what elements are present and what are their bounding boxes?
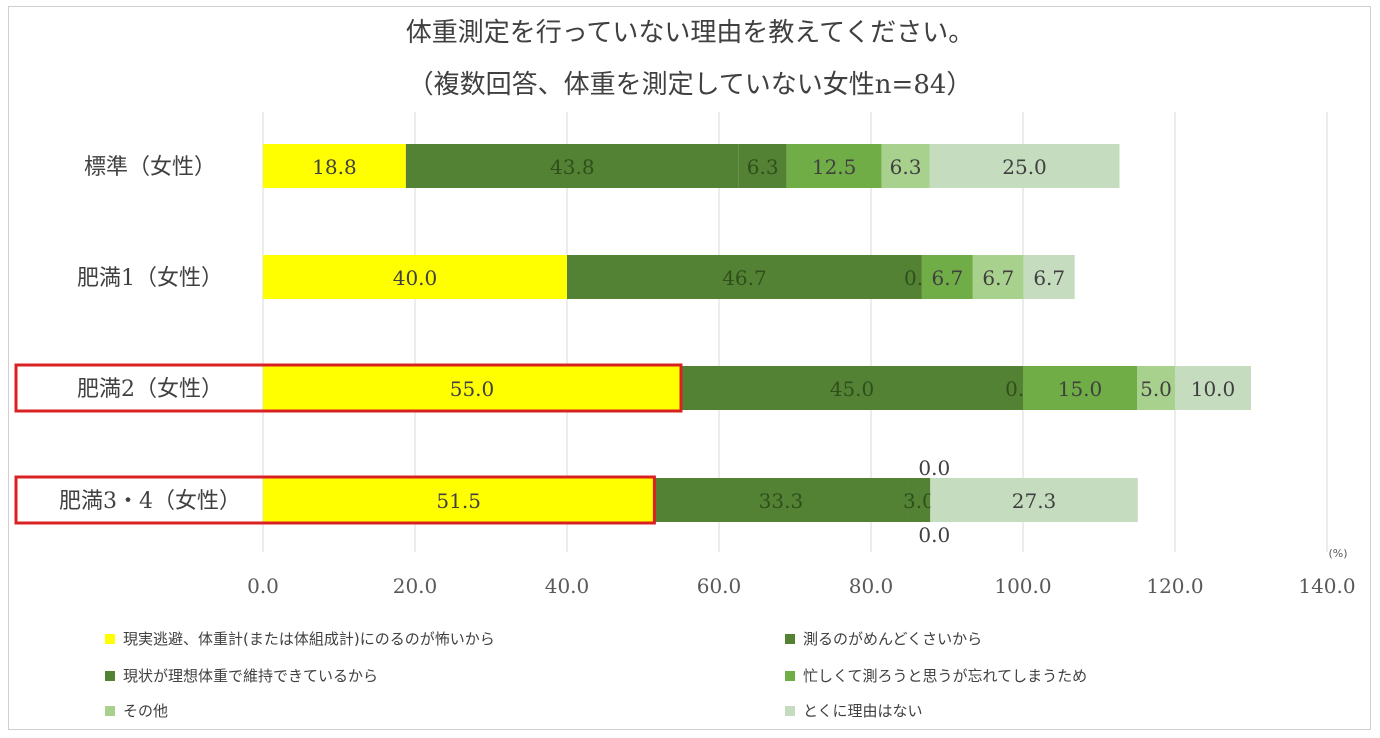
legend-item: 現実逃避、体重計(または体組成計)にのるのが怖いから	[105, 628, 495, 649]
category-label: 肥満1（女性）	[77, 266, 223, 291]
data-label: 45.0	[830, 377, 875, 401]
data-label: 6.7	[1033, 266, 1065, 290]
data-label: 6.3	[890, 155, 922, 179]
data-label: 55.0	[450, 377, 495, 401]
data-label: 0.0	[918, 456, 950, 480]
category-label: 標準（女性）	[84, 155, 216, 180]
category-label: 肥満3・4（女性）	[59, 489, 241, 514]
bar-segment	[972, 255, 1024, 299]
x-tick-label: 100.0	[994, 574, 1051, 598]
bar-segment	[405, 144, 739, 188]
legend-label: 測るのがめんどくさいから	[803, 630, 983, 648]
chart-subtitle: （複数回答、体重を測定していない女性n=84）	[407, 70, 973, 100]
data-label: 6.7	[931, 266, 963, 290]
x-tick-label: 80.0	[849, 574, 894, 598]
x-tick-label: 60.0	[697, 574, 742, 598]
bar-segment	[263, 366, 681, 410]
bar-segment	[1023, 255, 1075, 299]
x-tick-label: 140.0	[1298, 574, 1355, 598]
bar-segment	[930, 478, 1138, 522]
data-label: 6.3	[747, 155, 779, 179]
data-label: 3.0	[903, 489, 935, 513]
data-label: 33.3	[759, 489, 804, 513]
bar-segment	[654, 478, 908, 522]
legend-swatch	[785, 670, 795, 681]
legend-item: 測るのがめんどくさいから	[785, 628, 982, 649]
data-label: 10.0	[1191, 377, 1236, 401]
legend-item: とくに理由はない	[785, 700, 923, 721]
data-label: 46.7	[722, 266, 767, 290]
bar-segment	[681, 366, 1023, 410]
legend-label: とくに理由はない	[803, 702, 923, 720]
bar-segment	[263, 144, 406, 188]
legend-swatch	[105, 670, 115, 681]
bar-segment	[921, 255, 973, 299]
highlight-box	[14, 363, 683, 413]
data-label: 25.0	[1002, 155, 1047, 179]
unit-label: (%)	[1328, 547, 1347, 560]
legend-swatch	[785, 633, 795, 644]
category-label: 肥満2（女性）	[77, 377, 223, 402]
highlight-box	[14, 475, 656, 525]
bar-segment	[1137, 366, 1175, 410]
data-label: 27.3	[1012, 489, 1057, 513]
legend-label: 忙しくて測ろうと思うが忘れてしまうため	[803, 667, 1088, 685]
x-tick-label: 40.0	[545, 574, 590, 598]
bar-segment	[929, 144, 1120, 188]
data-label: 15.0	[1058, 377, 1103, 401]
bar-segment	[881, 144, 930, 188]
legend-label: その他	[123, 702, 169, 720]
data-label: 0.0	[918, 523, 950, 547]
legend-item: 現状が理想体重で維持できているから	[105, 665, 378, 686]
legend-item: その他	[105, 700, 168, 721]
bar-segment	[786, 144, 882, 188]
data-label: 40.0	[393, 266, 438, 290]
bar-segment	[567, 255, 922, 299]
bar-segment	[738, 144, 787, 188]
legend-label: 現状が理想体重で維持できているから	[123, 667, 379, 685]
chart-title: 体重測定を行っていない理由を教えてください。	[405, 18, 975, 48]
x-tick-label: 120.0	[1146, 574, 1203, 598]
data-label: 43.8	[550, 155, 595, 179]
legend-label: 現実逃避、体重計(または体組成計)にのるのが怖いから	[123, 630, 495, 648]
bar-segment	[263, 478, 655, 522]
bar-segment	[1175, 366, 1251, 410]
data-label: 18.8	[312, 155, 357, 179]
x-tick-label: 20.0	[393, 574, 438, 598]
bar-segment	[907, 478, 931, 522]
data-label: 5.0	[1140, 377, 1172, 401]
legend-swatch	[105, 633, 115, 644]
bar-segment	[1023, 366, 1137, 410]
legend-swatch	[105, 705, 115, 716]
bar-segment	[263, 255, 567, 299]
legend-swatch	[785, 705, 795, 716]
data-label: 12.5	[812, 155, 857, 179]
x-tick-label: 0.0	[247, 574, 279, 598]
data-label: 51.5	[436, 489, 481, 513]
data-label: 6.7	[982, 266, 1014, 290]
legend-item: 忙しくて測ろうと思うが忘れてしまうため	[785, 665, 1087, 686]
